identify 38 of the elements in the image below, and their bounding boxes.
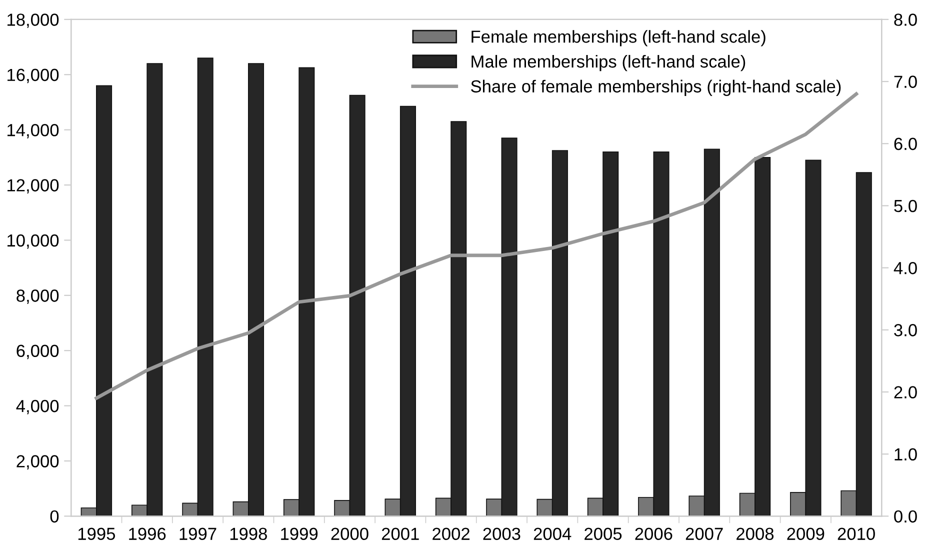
y2-tick-label: 8.0 xyxy=(894,14,917,26)
y2-tick-label: 1.0 xyxy=(894,448,917,461)
x-tick-label: 2009 xyxy=(787,528,824,540)
y2-tick-label: 2.0 xyxy=(894,386,917,398)
x-tick-label: 2000 xyxy=(331,528,368,540)
y-tick-label: 16,000 xyxy=(8,68,59,84)
y2-tick-label: 3.0 xyxy=(894,324,917,336)
x-tick-label: 2007 xyxy=(686,528,723,540)
y-tick-label: 10,000 xyxy=(8,234,59,249)
x-tick-label: 2001 xyxy=(382,528,419,540)
legend-label: Male memberships (left-hand scale) xyxy=(472,54,746,72)
y2-tick-label: 7.0 xyxy=(894,76,917,88)
y2-tick-label: 4.0 xyxy=(894,262,917,274)
x-tick-label: 2006 xyxy=(635,528,672,540)
y-tick-label: 4,000 xyxy=(16,400,59,414)
x-tick-label: 2004 xyxy=(534,528,572,540)
legend-label: Female memberships (left-hand scale) xyxy=(472,30,766,46)
x-tick-label: 2010 xyxy=(838,528,875,540)
x-tick-label: 1995 xyxy=(78,528,116,540)
x-tick-label: 2003 xyxy=(483,528,520,540)
legend-label: Share of female memberships (right-hand scale) xyxy=(471,80,841,96)
x-tick-label: 2008 xyxy=(736,528,774,540)
x-tick-label: 1999 xyxy=(281,528,318,540)
y2-tick-label: 5.0 xyxy=(894,200,917,212)
y-tick-label: 2,000 xyxy=(16,455,59,470)
y-tick-label: 8,000 xyxy=(16,290,59,304)
x-tick-label: 1997 xyxy=(180,528,216,540)
x-tick-label: 2002 xyxy=(432,528,470,540)
x-tick-label: 1996 xyxy=(129,528,166,540)
y2-tick-label: 6.0 xyxy=(894,138,917,150)
x-tick-label: 2005 xyxy=(584,528,622,540)
y-tick-label: 0 xyxy=(50,510,59,523)
y-tick-label: 6,000 xyxy=(16,344,59,360)
x-tick-label: 1998 xyxy=(230,528,267,540)
y2-tick-label: 0.0 xyxy=(894,510,917,523)
y-tick-label: 12,000 xyxy=(8,179,59,194)
y-tick-label: 18,000 xyxy=(8,14,59,28)
y-tick-label: 14,000 xyxy=(8,124,59,138)
